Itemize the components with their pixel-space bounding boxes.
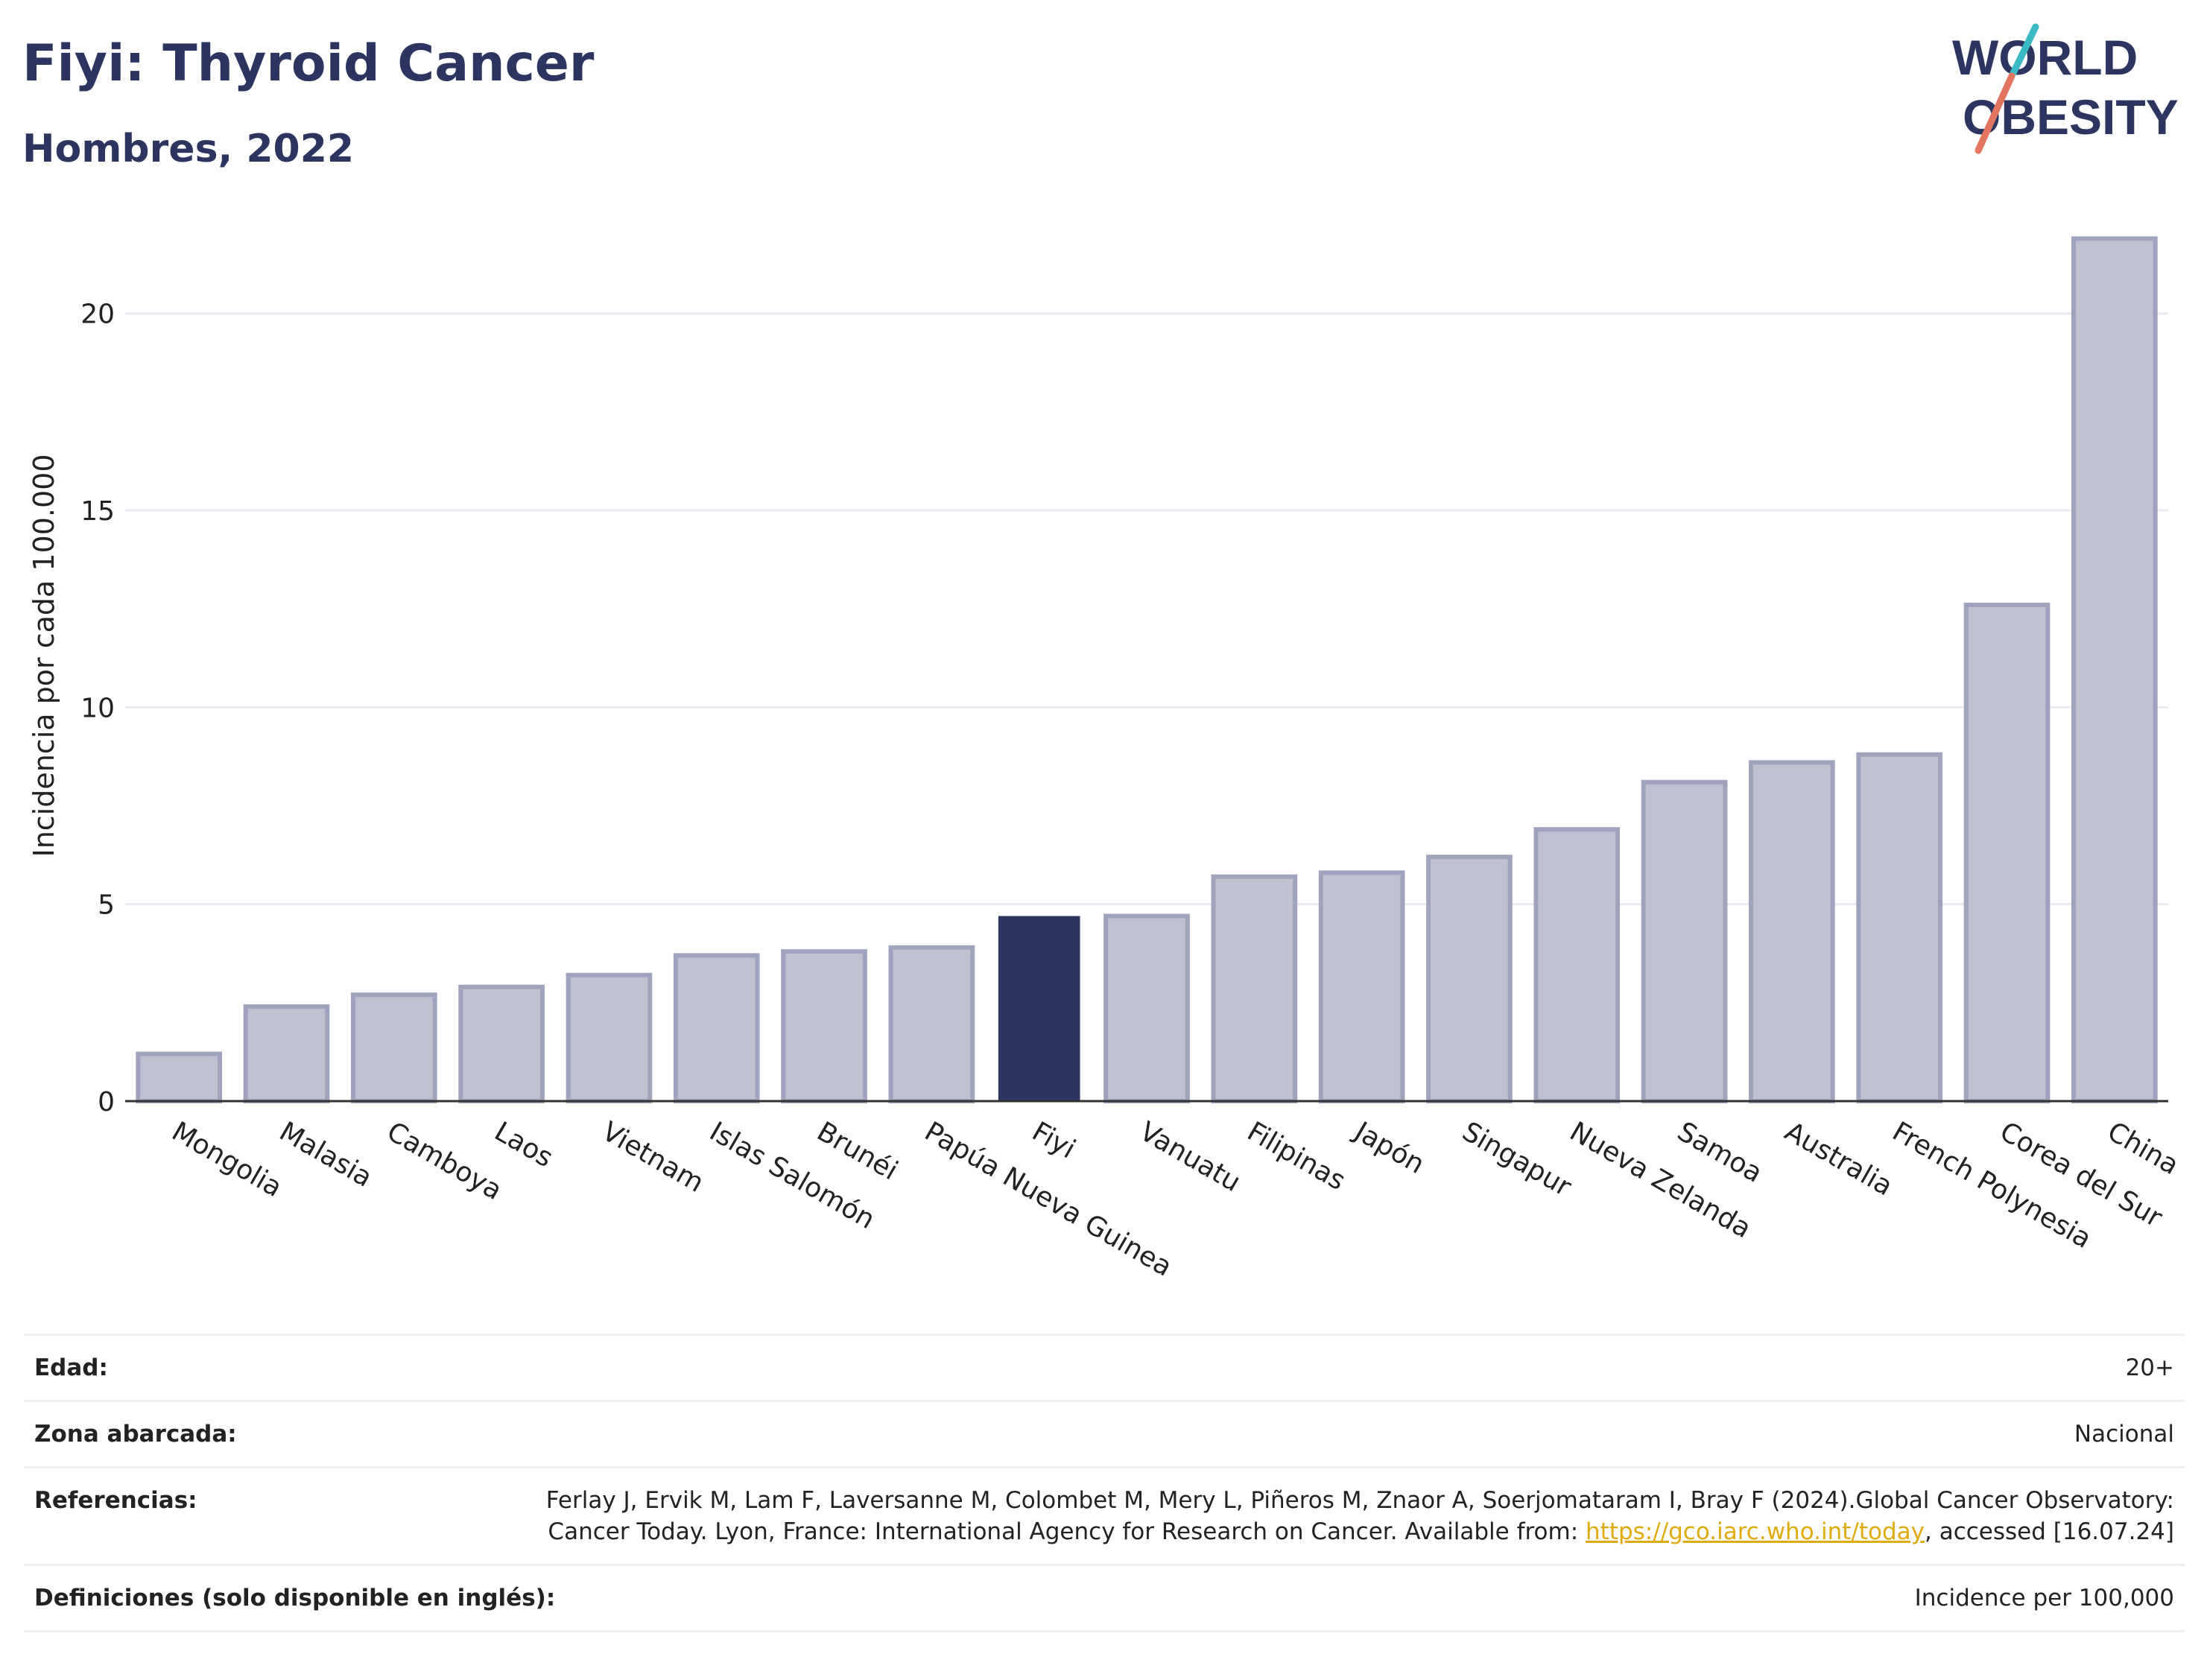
y-tick-label: 15 [80, 496, 115, 527]
meta-label: Edad: [34, 1354, 108, 1381]
bar-mongolia[interactable] [136, 1051, 222, 1103]
bar-filipinas[interactable] [1211, 874, 1298, 1104]
metadata-table: Edad: 20+ Zona abarcada: Nacional Refere… [24, 1334, 2185, 1632]
x-tick-label: Singapur [1457, 1116, 1576, 1202]
meta-row-age: Edad: 20+ [24, 1334, 2185, 1400]
bar-french-polynesia[interactable] [1856, 752, 1943, 1103]
meta-row-definitions: Definiciones (solo disponible en inglés)… [24, 1564, 2185, 1632]
x-tick-label: Vietnam [597, 1116, 709, 1199]
world-obesity-logo: WORLD OBESITY [1952, 23, 2179, 154]
bar-nueva-zelanda[interactable] [1533, 827, 1621, 1104]
x-tick-label: Vanuatu [1135, 1116, 1246, 1198]
bar-fiyi[interactable] [998, 916, 1080, 1101]
y-tick-label: 20 [80, 299, 115, 330]
chart-subtitle: Hombres, 2022 [22, 127, 355, 171]
y-tick-label: 0 [98, 1087, 115, 1118]
y-tick-label: 10 [80, 693, 115, 723]
bar-samoa[interactable] [1641, 779, 1728, 1103]
chart-title: Fiyi: Thyroid Cancer [22, 34, 595, 93]
x-tick-label: China [2102, 1116, 2184, 1181]
meta-label: Definiciones (solo disponible en inglés)… [34, 1585, 556, 1611]
x-tick-label: French Polynesia [1887, 1116, 2097, 1255]
bar-japón[interactable] [1318, 870, 1405, 1104]
bar-malasia[interactable] [243, 1004, 330, 1104]
bar-laos[interactable] [458, 984, 545, 1104]
meta-row-area: Zona abarcada: Nacional [24, 1400, 2185, 1466]
x-tick-label: Camboya [381, 1116, 507, 1206]
reference-text-end: , accessed [16.07.24] [1924, 1518, 2174, 1545]
bar-islas-salomón[interactable] [673, 953, 760, 1103]
bars [136, 236, 2158, 1104]
reference-text: Ferlay J, Ervik M, Lam F, Laversanne M, … [545, 1487, 2174, 1545]
x-tick-label: Malasia [274, 1116, 377, 1194]
bar-vietnam[interactable] [566, 972, 653, 1104]
bar-china[interactable] [2071, 236, 2158, 1103]
bar-brunéi[interactable] [781, 949, 867, 1103]
x-tick-label: Filipinas [1242, 1116, 1351, 1196]
x-tick-label: Mongolia [167, 1116, 288, 1203]
x-tick-label: Brunéi [812, 1116, 903, 1186]
bar-australia[interactable] [1749, 760, 1835, 1103]
y-axis-label: Incidencia por cada 100.000 [28, 454, 60, 857]
x-tick-label: Australia [1779, 1116, 1897, 1202]
meta-label: Zona abarcada: [34, 1421, 237, 1448]
y-tick-label: 5 [98, 890, 115, 921]
reference-link[interactable]: https://gco.iarc.who.int/today [1586, 1518, 1925, 1545]
bar-singapur[interactable] [1426, 855, 1513, 1103]
logo-line1: WORLD [1952, 30, 2138, 85]
meta-value: Ferlay J, Ervik M, Lam F, Laversanne M, … [498, 1485, 2174, 1547]
meta-value: Nacional [2074, 1421, 2174, 1448]
meta-value: 20+ [2125, 1354, 2174, 1381]
x-tick-label: Japón [1348, 1115, 1429, 1180]
x-tick-label: Fiyi [1027, 1116, 1080, 1164]
meta-label: Referencias: [34, 1487, 197, 1514]
meta-row-references: Referencias: Ferlay J, Ervik M, Lam F, L… [24, 1466, 2185, 1564]
meta-value: Incidence per 100,000 [1914, 1585, 2174, 1611]
bar-papúa-nueva-guinea[interactable] [888, 945, 975, 1104]
bar-corea-del-sur[interactable] [1963, 602, 2051, 1103]
bar-camboya[interactable] [350, 992, 437, 1103]
x-tick-label: Laos [490, 1116, 558, 1173]
x-tick-label: Nueva Zelanda [1565, 1116, 1756, 1244]
bar-vanuatu[interactable] [1103, 913, 1190, 1104]
